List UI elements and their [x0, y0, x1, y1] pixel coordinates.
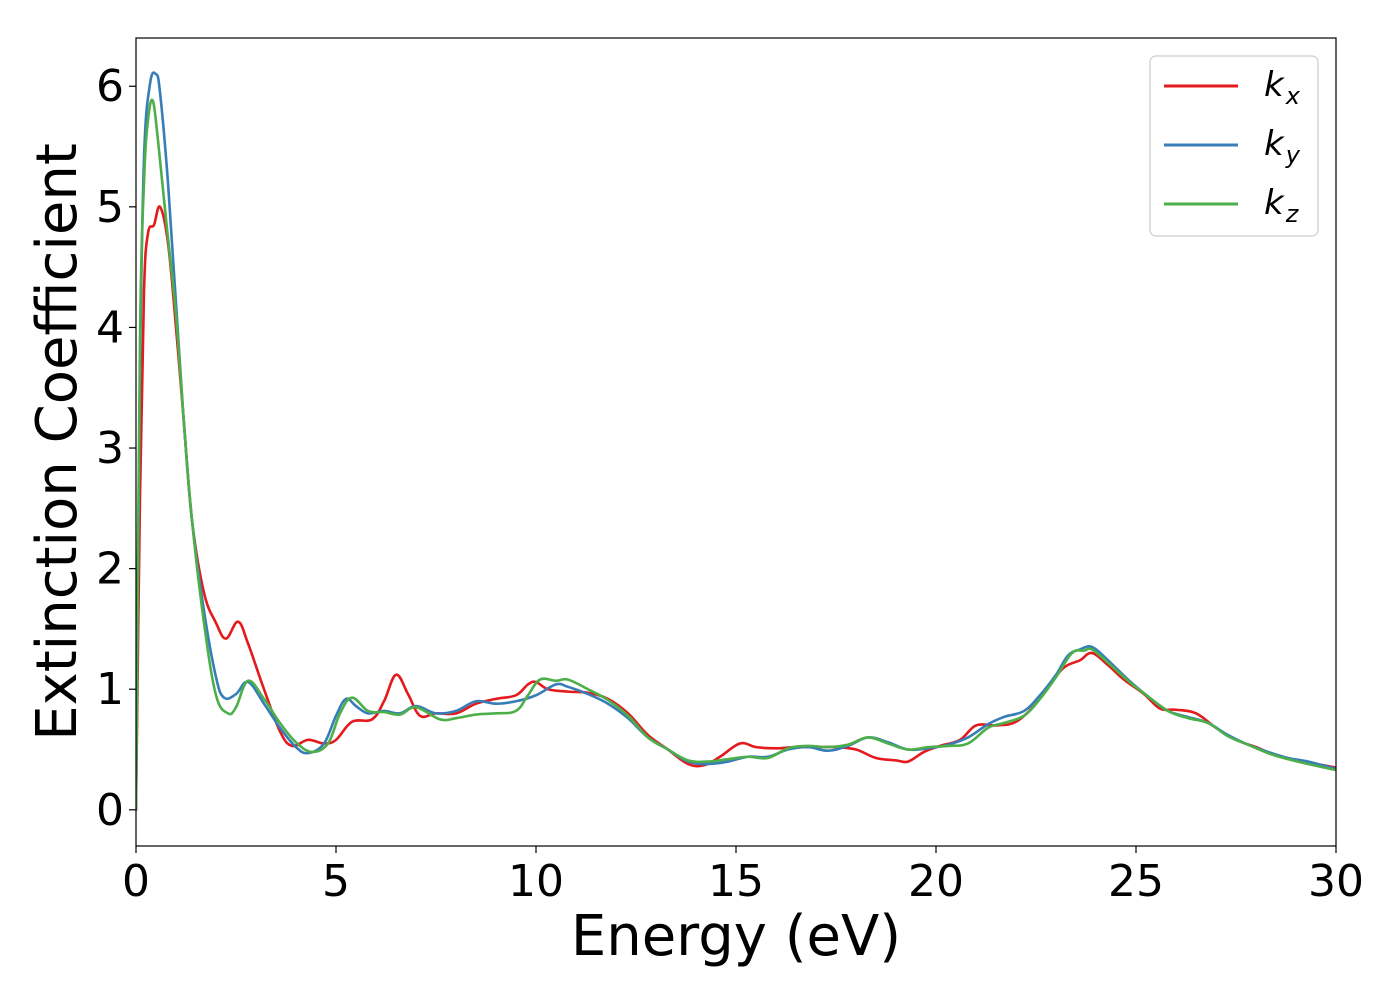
y-tick-label: 0 — [96, 785, 124, 836]
y-tick-label: 1 — [96, 664, 124, 715]
series-layer — [136, 71, 1336, 812]
plot-area — [136, 38, 1336, 846]
x-tick-label: 10 — [508, 856, 564, 907]
x-tick-label: 25 — [1108, 856, 1164, 907]
x-tick-label: 15 — [708, 856, 764, 907]
x-tick-label: 0 — [122, 856, 150, 907]
x-axis-label: Energy (eV) — [571, 904, 901, 969]
y-axis-label: Extinction Coefficient — [25, 143, 90, 741]
x-tick-label: 30 — [1308, 856, 1364, 907]
series-line-kz — [136, 98, 1336, 812]
y-tick-label: 6 — [96, 61, 124, 112]
y-tick-label: 3 — [96, 423, 124, 474]
x-tick-label: 5 — [322, 856, 350, 907]
x-axis-ticks: 0 5 10 15 20 25 30 — [122, 846, 1364, 907]
x-tick-label: 20 — [908, 856, 964, 907]
y-tick-label: 4 — [96, 302, 124, 353]
series-line-kx — [136, 205, 1336, 812]
y-axis-ticks: 0 1 2 3 4 5 6 — [96, 61, 136, 836]
y-tick-label: 2 — [96, 544, 124, 595]
y-tick-label: 5 — [96, 182, 124, 233]
